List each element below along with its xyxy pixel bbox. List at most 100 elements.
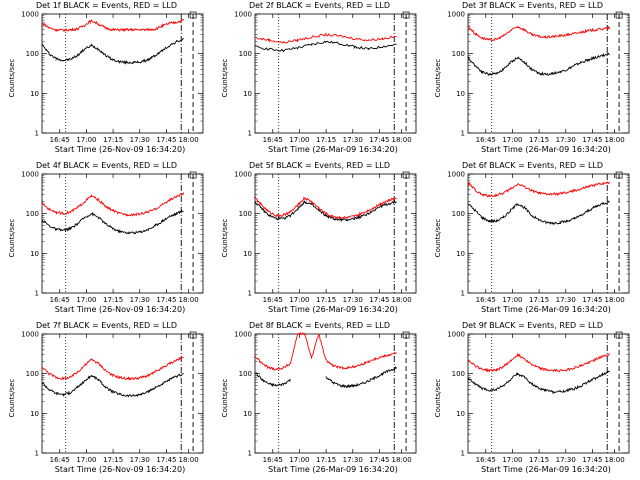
marker-box-icon (402, 331, 410, 339)
plot-frame (41, 173, 204, 294)
x-tick-label: 17:00 (502, 136, 522, 144)
series-line-lld (41, 192, 185, 217)
chart-svg: 1 10 100 1000 16:45 17:00 17:15 17:30 17:45 18:00 (21, 11, 204, 144)
x-tick-label: 17:45 (369, 136, 389, 144)
x-tick-label: 16:45 (263, 136, 283, 144)
y-tick-label: 1000 (21, 171, 39, 179)
y-tick-label: 1 (461, 290, 465, 298)
plot-frame (254, 333, 417, 454)
y-tick-label: 10 (243, 410, 252, 418)
series-line-lld (41, 356, 184, 382)
x-tick-label: 18:00 (179, 456, 199, 464)
x-axis-label: Start Time (26-Nov-09 16:34:20) (54, 145, 186, 154)
y-tick-label: 10 (243, 90, 252, 98)
x-tick-label: 17:15 (529, 136, 549, 144)
chart-title: Det 4f BLACK = Events, RED = LLD (35, 161, 178, 170)
chart-panel-6f: Det 6f BLACK = Events, RED = LLD 1 10 100 10… (426, 160, 639, 320)
series-line-events (41, 209, 184, 235)
y-tick-label: 10 (30, 90, 39, 98)
y-axis-label: Counts/sec (8, 218, 16, 258)
x-tick-label: 17:30 (556, 456, 576, 464)
x-tick-label: 16:45 (476, 296, 496, 304)
x-tick-label: 17:15 (103, 296, 123, 304)
series-line-lld (254, 196, 397, 220)
y-tick-label: 100 (452, 210, 465, 218)
series-line-events (41, 373, 184, 398)
chart-panel-1f: Det 1f BLACK = Events, RED = LLD 1 10 100 10… (0, 0, 213, 160)
plot-frame (467, 173, 630, 294)
y-tick-label: 10 (456, 90, 465, 98)
marker-box-icon (615, 11, 623, 19)
x-tick-label: 17:45 (582, 136, 602, 144)
marker-box-icon (615, 171, 623, 179)
x-tick-label: 16:45 (50, 456, 70, 464)
y-tick-label: 10 (30, 250, 39, 258)
y-tick-label: 1000 (447, 171, 465, 179)
y-tick-label: 10 (243, 250, 252, 258)
y-tick-label: 1 (461, 130, 465, 138)
x-tick-label: 17:45 (156, 296, 176, 304)
x-axis-label: Start Time (26-Mar-09 16:34:20) (268, 305, 398, 314)
x-tick-label: 17:00 (289, 136, 309, 144)
y-axis-label: Counts/sec (434, 218, 442, 258)
chart-panel-4f: Det 4f BLACK = Events, RED = LLD 1 10 100 10… (0, 160, 213, 320)
y-tick-label: 1 (35, 130, 39, 138)
y-tick-label: 100 (452, 50, 465, 58)
y-axis-label: Counts/sec (221, 378, 229, 418)
y-tick-label: 1000 (21, 11, 39, 19)
series-line-events (467, 370, 610, 395)
y-tick-label: 1000 (234, 171, 252, 179)
x-tick-label: 17:30 (343, 456, 363, 464)
chart-svg: 1 10 100 1000 16:45 17:00 17:15 17:30 17:45 18:00 (447, 331, 630, 464)
chart-svg: 1 10 100 1000 16:45 17:00 17:15 17:30 17:45 18:00 (447, 171, 630, 304)
chart-title: Det 3f BLACK = Events, RED = LLD (461, 1, 604, 10)
y-tick-label: 100 (239, 210, 252, 218)
chart-svg: 1 10 100 1000 16:45 17:00 17:15 17:30 17:45 18:00 (234, 331, 417, 464)
y-tick-label: 10 (30, 410, 39, 418)
chart-title: Det 8f BLACK = Events, RED = LLD (248, 321, 391, 330)
x-tick-label: 17:15 (529, 456, 549, 464)
x-tick-label: 17:45 (582, 296, 602, 304)
x-tick-label: 18:00 (179, 136, 199, 144)
y-tick-label: 100 (26, 50, 39, 58)
x-tick-label: 17:30 (556, 296, 576, 304)
x-tick-label: 18:00 (392, 296, 412, 304)
chart-svg: 1 10 100 1000 16:45 17:00 17:15 17:30 17:45 18:00 (21, 171, 204, 304)
y-tick-label: 1000 (234, 331, 252, 339)
x-tick-label: 17:15 (316, 136, 336, 144)
chart-svg: 1 10 100 1000 16:45 17:00 17:15 17:30 17:45 18:00 (447, 11, 630, 144)
plot-frame (41, 333, 204, 454)
y-tick-label: 1 (248, 290, 252, 298)
x-tick-label: 17:45 (582, 456, 602, 464)
y-tick-label: 1000 (447, 331, 465, 339)
x-tick-label: 17:00 (76, 456, 96, 464)
y-tick-label: 100 (239, 370, 252, 378)
x-tick-label: 17:45 (369, 456, 389, 464)
y-tick-label: 10 (456, 410, 465, 418)
series-line-events (467, 52, 610, 76)
plot-frame (467, 333, 630, 454)
x-tick-label: 17:15 (316, 296, 336, 304)
marker-box-icon (615, 331, 623, 339)
x-tick-label: 18:00 (392, 456, 412, 464)
x-tick-label: 17:15 (103, 136, 123, 144)
x-axis-label: Start Time (26-Nov-09 16:34:20) (54, 305, 186, 314)
x-tick-label: 16:45 (263, 456, 283, 464)
chart-panel-5f: Det 5f BLACK = Events, RED = LLD 1 10 100 10… (213, 160, 426, 320)
x-tick-label: 17:00 (502, 296, 522, 304)
x-tick-label: 17:30 (130, 456, 150, 464)
series-line-lld (254, 331, 397, 371)
chart-title: Det 1f BLACK = Events, RED = LLD (35, 1, 178, 10)
series-line-events (254, 40, 397, 53)
x-axis-label: Start Time (26-Mar-09 16:34:20) (268, 145, 398, 154)
series-line-lld (467, 353, 610, 373)
x-tick-label: 17:45 (156, 136, 176, 144)
x-tick-label: 17:00 (289, 456, 309, 464)
chart-title: Det 5f BLACK = Events, RED = LLD (248, 161, 391, 170)
y-tick-label: 1 (461, 450, 465, 458)
series-line-lld (467, 181, 610, 198)
x-tick-label: 17:30 (343, 136, 363, 144)
chart-title: Det 9f BLACK = Events, RED = LLD (461, 321, 604, 330)
x-axis-label: Start Time (26-Nov-09 16:34:20) (54, 465, 186, 474)
